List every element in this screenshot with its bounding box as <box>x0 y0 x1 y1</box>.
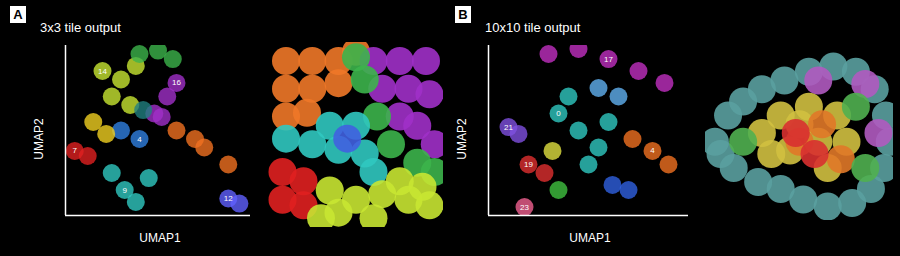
svg-text:4: 4 <box>650 146 655 155</box>
svg-text:14: 14 <box>98 67 107 76</box>
html-text:UMAP2: UMAP2 <box>31 118 46 160</box>
svg-text:17: 17 <box>604 55 613 64</box>
html-text:10x10 tile output: 10x10 tile output <box>485 20 581 35</box>
svg-text:4: 4 <box>137 135 142 144</box>
html-text:B: B <box>458 7 468 22</box>
svg-text:12: 12 <box>224 194 233 203</box>
html-text:UMAP2: UMAP2 <box>454 118 469 160</box>
html-text:A: A <box>13 7 23 22</box>
svg-text:23: 23 <box>520 203 529 212</box>
html-text:3x3 tile output: 3x3 tile output <box>40 20 121 35</box>
html-text:UMAP1: UMAP1 <box>139 231 181 245</box>
svg-text:9: 9 <box>122 186 127 195</box>
svg-text:21: 21 <box>504 123 513 132</box>
svg-text:0: 0 <box>556 109 561 118</box>
html-text:UMAP1: UMAP1 <box>569 231 611 245</box>
svg-text:19: 19 <box>524 160 533 169</box>
svg-text:16: 16 <box>172 78 181 87</box>
svg-text:7: 7 <box>73 146 78 155</box>
